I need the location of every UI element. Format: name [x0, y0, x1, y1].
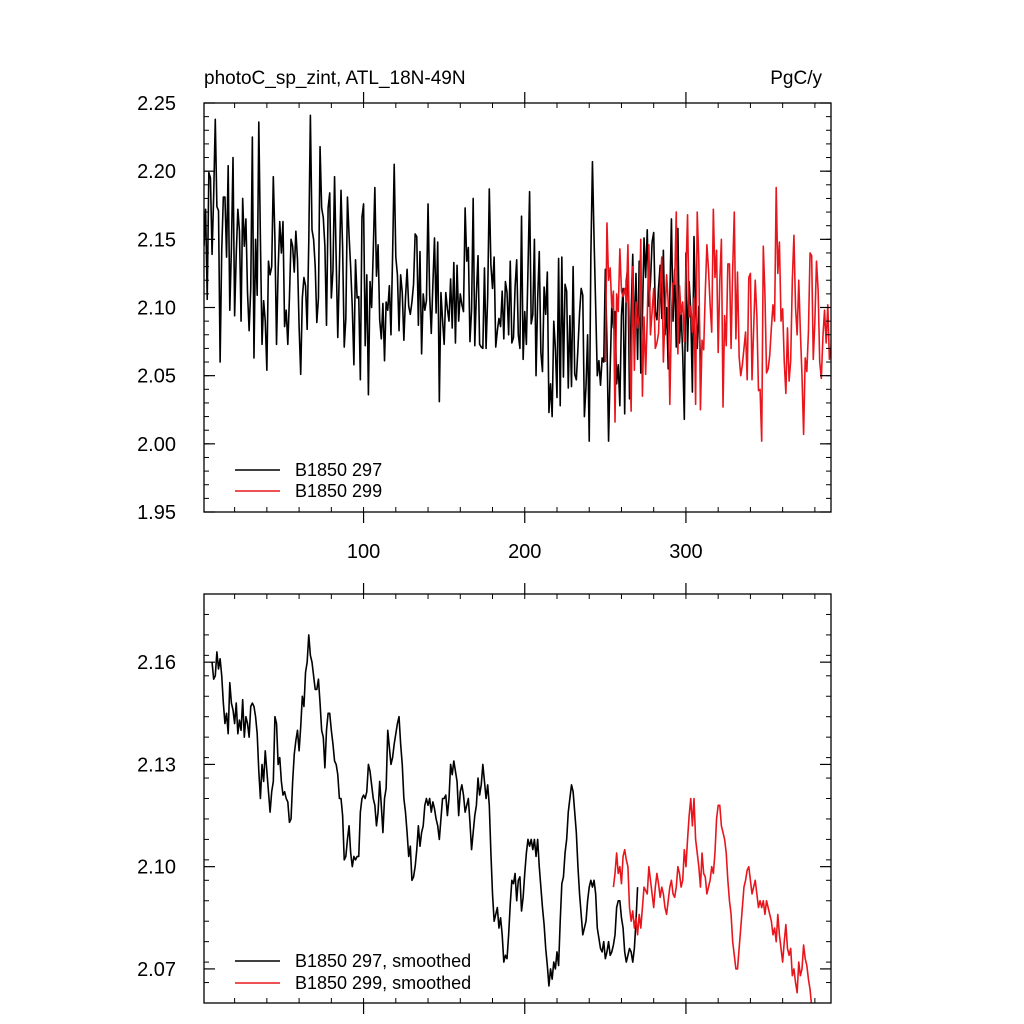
x-tick-label-top: 100 — [347, 541, 380, 563]
bottom-legend: B1850 297, smoothed B1850 299, smoothed — [235, 951, 471, 993]
y-tick-label-top: 2.10 — [137, 298, 176, 320]
y-tick-label-top: 2.15 — [137, 229, 176, 251]
y-tick-label-bottom: 2.16 — [137, 652, 176, 674]
top-ticks-layer: 1.95 2.00 2.05 2.10 2.15 2.20 2.25 100 200 300 — [137, 92, 831, 563]
top-chart-title: photoC_sp_zint, ATL_18N-49N — [204, 68, 466, 89]
series-line-b1850-299-top — [604, 186, 831, 442]
series-line-b1850-297-top — [204, 114, 702, 442]
series-line-b1850-297-smoothed-bottom — [211, 634, 639, 987]
y-tick-label-bottom: 2.07 — [137, 959, 176, 981]
bottom-plot-frame — [203, 593, 832, 1004]
x-tick-label-top: 300 — [669, 541, 702, 563]
bottom-series-layer — [211, 634, 813, 1003]
legend-label-b1850-299-smoothed: B1850 299, smoothed — [295, 973, 471, 993]
top-legend: B1850 297 B1850 299 — [235, 460, 382, 501]
y-tick-label-bottom: 2.13 — [137, 754, 176, 776]
top-series-layer — [204, 114, 831, 442]
legend-label-b1850-299: B1850 299 — [295, 481, 382, 501]
y-tick-label-top: 2.05 — [137, 366, 176, 388]
y-tick-label-top: 2.00 — [137, 434, 176, 456]
legend-label-b1850-297-smoothed: B1850 297, smoothed — [295, 951, 471, 971]
y-tick-label-top: 2.25 — [137, 93, 176, 115]
y-tick-label-top: 1.95 — [137, 502, 176, 524]
series-line-b1850-299-smoothed-bottom — [612, 797, 813, 1003]
legend-label-b1850-297: B1850 297 — [295, 460, 382, 480]
bottom-panel: 2.07 2.10 2.13 2.16 B1850 297, smoothed B18… — [137, 583, 832, 1014]
y-tick-label-bottom: 2.10 — [137, 857, 176, 879]
top-chart-units: PgC/y — [770, 68, 822, 89]
top-panel: photoC_sp_zint, ATL_18N-49N PgC/y 1.95 2.… — [137, 68, 832, 563]
bottom-ticks-layer: 2.07 2.10 2.13 2.16 — [137, 583, 831, 1014]
y-tick-label-top: 2.20 — [137, 161, 176, 183]
x-tick-label-top: 200 — [508, 541, 541, 563]
